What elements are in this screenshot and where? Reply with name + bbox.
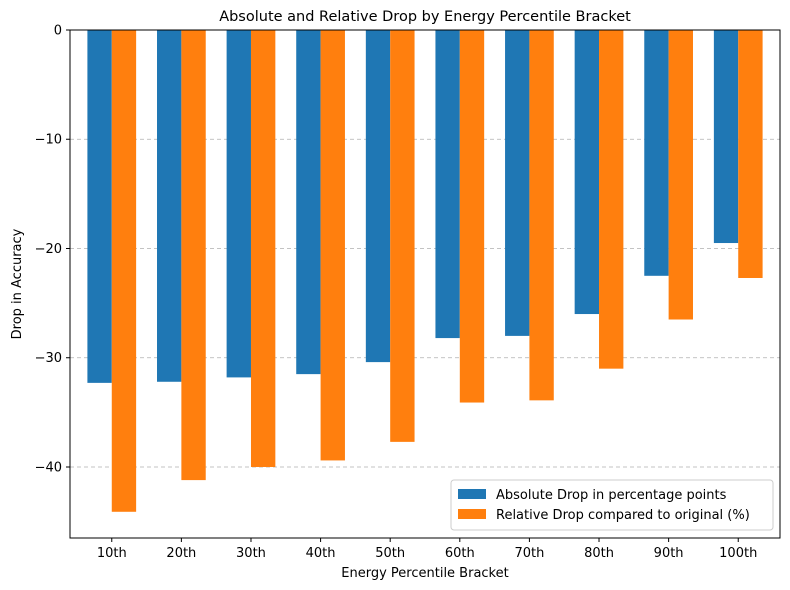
absolute-drop-bar — [644, 30, 669, 276]
y-tick-label: −40 — [35, 460, 62, 475]
legend-swatch — [458, 509, 486, 519]
relative-drop-bar — [599, 30, 624, 369]
y-axis: 0 −10 −20 −30 −40 — [35, 24, 70, 475]
x-axis-label: Energy Percentile Bracket — [341, 566, 508, 581]
legend-box — [450, 479, 774, 531]
x-tick-label: 100th — [719, 546, 757, 561]
absolute-drop-bar — [505, 30, 530, 336]
legend: Absolute Drop in percentage points Relati… — [450, 479, 774, 531]
absolute-drop-bar — [574, 30, 600, 315]
y-tick-label: −10 — [35, 133, 62, 148]
relative-drop-bar — [320, 30, 345, 461]
legend-label: Absolute Drop in percentage points — [496, 488, 727, 503]
x-tick-label: 50th — [375, 546, 405, 561]
x-tick-label: 80th — [584, 546, 614, 561]
x-tick-label: 20th — [166, 546, 196, 561]
relative-drop-bar — [738, 30, 763, 278]
absolute-drop-bar — [435, 30, 460, 339]
x-axis: 10th 20th 30th 40th 50th 60th 70th 80th 90th 100t… — [97, 538, 757, 561]
chart-title: Absolute and Relative Drop by Energy Per… — [219, 9, 631, 25]
bars — [87, 30, 763, 512]
plot-frame — [69, 29, 781, 539]
absolute-drop-bar — [713, 30, 739, 244]
relative-drop-bar — [529, 30, 554, 401]
y-tick-label: −30 — [35, 351, 62, 366]
legend-label: Relative Drop compared to original (%) — [496, 508, 750, 523]
y-axis-label: Drop in Accuracy — [10, 228, 25, 339]
relative-drop-bar — [111, 30, 137, 512]
x-tick-label: 10th — [97, 546, 127, 561]
y-tick-label: 0 — [54, 24, 62, 39]
x-tick-label: 60th — [445, 546, 475, 561]
absolute-drop-bar — [226, 30, 251, 378]
x-tick-label: 30th — [236, 546, 266, 561]
relative-drop-bar — [668, 30, 693, 320]
absolute-drop-bar — [87, 30, 112, 383]
relative-drop-bar — [181, 30, 206, 481]
legend-swatch — [458, 489, 486, 499]
absolute-drop-bar — [365, 30, 391, 363]
y-tick-label: −20 — [35, 242, 62, 257]
x-tick-label: 90th — [654, 546, 684, 561]
x-tick-label: 70th — [514, 546, 544, 561]
absolute-drop-bar — [157, 30, 182, 382]
absolute-drop-bar — [296, 30, 321, 375]
x-tick-label: 40th — [306, 546, 336, 561]
relative-drop-bar — [390, 30, 415, 442]
relative-drop-bar — [250, 30, 276, 467]
relative-drop-bar — [459, 30, 485, 403]
